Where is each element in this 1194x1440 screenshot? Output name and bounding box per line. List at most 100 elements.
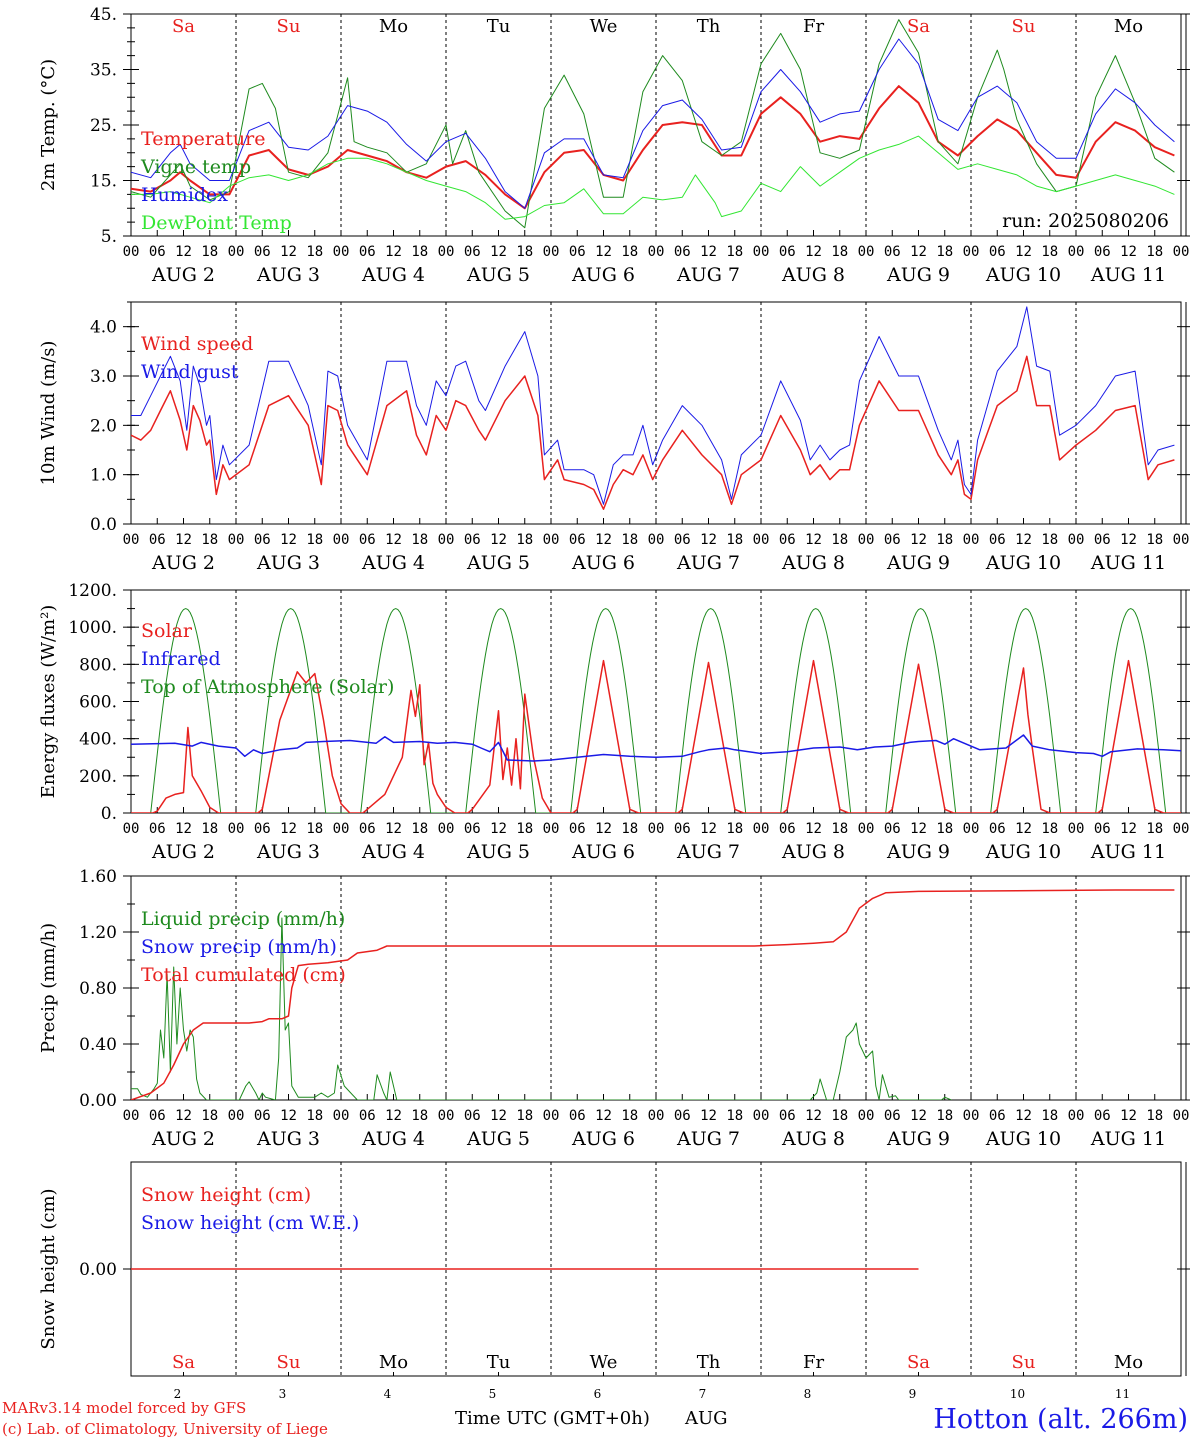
hour-label: 12 <box>805 532 822 548</box>
hour-label: 18 <box>726 821 743 837</box>
hour-label: 12 <box>280 244 297 260</box>
hour-label: 06 <box>1094 532 1111 548</box>
hour-label: 00 <box>963 532 980 548</box>
hour-label: 00 <box>228 821 245 837</box>
hour-label: 18 <box>621 532 638 548</box>
day-number-label: 7 <box>699 1387 707 1401</box>
y-tick-label: 800. <box>79 655 117 675</box>
hour-label: 12 <box>280 532 297 548</box>
y-axis-label: Energy fluxes (W/m²) <box>38 605 59 799</box>
hour-label: 06 <box>989 1108 1006 1124</box>
hour-label: 12 <box>700 1108 717 1124</box>
y-axis-label: 2m Temp. (°C) <box>38 59 59 191</box>
hour-label: 06 <box>569 821 586 837</box>
day-name-label: Mo <box>379 1352 408 1373</box>
day-name-label: Su <box>277 1352 301 1373</box>
date-label: AUG 5 <box>466 552 530 574</box>
hour-label: 06 <box>779 821 796 837</box>
hour-label: 18 <box>936 821 953 837</box>
hour-label: 06 <box>149 244 166 260</box>
hour-label: 06 <box>464 532 481 548</box>
day-name-label: Su <box>277 16 301 37</box>
hour-label: 00 <box>1068 244 1085 260</box>
hour-label: 18 <box>831 532 848 548</box>
legend-temperature: Temperature <box>141 128 265 150</box>
hour-label: 00 <box>333 821 350 837</box>
y-tick-label: 0.80 <box>79 979 117 999</box>
model-credit: MARv3.14 model forced by GFS <box>2 1399 246 1417</box>
date-label: AUG 2 <box>151 841 215 863</box>
hour-label: 12 <box>385 1108 402 1124</box>
y-tick-label: 0. <box>101 804 117 824</box>
day-name-label: Mo <box>1114 16 1143 37</box>
date-label: AUG 11 <box>1090 264 1166 286</box>
hour-label: 06 <box>464 1108 481 1124</box>
hour-label: 12 <box>175 244 192 260</box>
date-label: AUG 7 <box>676 552 740 574</box>
y-tick-label: 1000. <box>68 618 117 638</box>
hour-label: 18 <box>621 1108 638 1124</box>
hour-label: 00 <box>648 821 665 837</box>
hour-label: 18 <box>201 1108 218 1124</box>
y-tick-label: 400. <box>79 730 117 750</box>
hour-label: 18 <box>411 244 428 260</box>
date-label: AUG 6 <box>571 264 635 286</box>
date-label: AUG 9 <box>886 552 950 574</box>
hour-label: 00 <box>123 821 140 837</box>
hour-label: 00 <box>858 821 875 837</box>
hour-label: 06 <box>359 821 376 837</box>
y-tick-label: 2.0 <box>90 416 117 436</box>
date-label: AUG 9 <box>886 1128 950 1150</box>
y-axis-label: Snow height (cm) <box>38 1188 59 1349</box>
day-name-label: Su <box>1012 16 1036 37</box>
hour-label: 06 <box>989 244 1006 260</box>
hour-label: 12 <box>700 244 717 260</box>
date-label: AUG 10 <box>985 841 1061 863</box>
day-name-label: Fr <box>803 16 824 37</box>
hour-label: 06 <box>989 821 1006 837</box>
y-tick-label: 1.60 <box>79 867 117 887</box>
hour-label: 18 <box>1041 532 1058 548</box>
hour-label: 00 <box>858 1108 875 1124</box>
run-label: run: 2025080206 <box>1002 210 1169 232</box>
hour-label: 12 <box>1120 532 1137 548</box>
y-axis-label: 10m Wind (m/s) <box>38 341 59 486</box>
hour-label: 18 <box>411 821 428 837</box>
hour-label: 12 <box>700 821 717 837</box>
hour-label: 12 <box>175 821 192 837</box>
hour-label: 06 <box>884 1108 901 1124</box>
date-label: AUG 7 <box>676 1128 740 1150</box>
y-tick-label: 35. <box>90 61 117 81</box>
hour-label: 06 <box>569 532 586 548</box>
hour-label: 12 <box>490 244 507 260</box>
series-line-temperature <box>131 85 1175 210</box>
hour-label: 06 <box>674 532 691 548</box>
hour-label: 12 <box>1120 244 1137 260</box>
hour-label: 18 <box>306 821 323 837</box>
hour-label: 18 <box>1146 532 1163 548</box>
legend-wind-gust: Wind gust <box>141 361 239 383</box>
date-label: AUG 5 <box>466 1128 530 1150</box>
date-label: AUG 2 <box>151 552 215 574</box>
hour-label: 18 <box>1041 244 1058 260</box>
date-label: AUG 8 <box>781 552 845 574</box>
date-label: AUG 10 <box>985 552 1061 574</box>
hour-label: 18 <box>306 1108 323 1124</box>
date-label: AUG 2 <box>151 1128 215 1150</box>
hour-label: 18 <box>936 1108 953 1124</box>
hour-label: 00 <box>753 1108 770 1124</box>
hour-label: 18 <box>726 244 743 260</box>
hour-label: 00 <box>753 532 770 548</box>
hour-label: 06 <box>779 532 796 548</box>
y-tick-label: 15. <box>90 172 117 192</box>
hour-label: 00 <box>648 532 665 548</box>
hour-label: 12 <box>175 532 192 548</box>
day-name-label: Mo <box>1114 1352 1143 1373</box>
hour-label: 00 <box>1068 532 1085 548</box>
hour-label: 18 <box>411 532 428 548</box>
date-label: AUG 2 <box>151 264 215 286</box>
hour-label: 12 <box>280 821 297 837</box>
legend-top-of-atmosphere-solar: Top of Atmosphere (Solar) <box>141 676 394 698</box>
legend-total-cumulated-cm: Total cumulated (cm) <box>141 964 346 986</box>
y-tick-label: 45. <box>90 5 117 25</box>
